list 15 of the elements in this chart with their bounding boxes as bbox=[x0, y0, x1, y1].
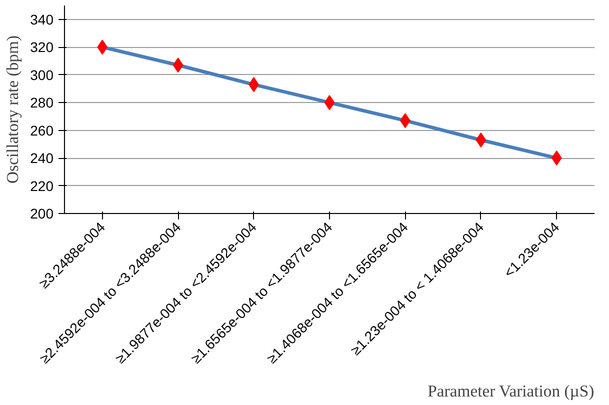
point bbox=[476, 132, 486, 148]
y-tick-label: 280 bbox=[30, 94, 54, 111]
x-axis-title: Parameter Variation (µS) bbox=[428, 382, 594, 400]
point bbox=[551, 150, 562, 166]
point bbox=[97, 40, 108, 55]
y-tick-label: 220 bbox=[30, 178, 54, 194]
y-tick-label: 320 bbox=[30, 39, 54, 56]
y-tick-label: 340 bbox=[30, 11, 54, 28]
y-tick-label: 200 bbox=[30, 206, 54, 222]
y-tick-label: 240 bbox=[30, 150, 54, 166]
y-tick-label: 300 bbox=[30, 66, 54, 83]
y-tick-label: 260 bbox=[30, 122, 54, 138]
point bbox=[324, 95, 335, 110]
point bbox=[172, 58, 184, 73]
y-axis-title: Oscillatory rate (bpm) bbox=[3, 35, 22, 184]
